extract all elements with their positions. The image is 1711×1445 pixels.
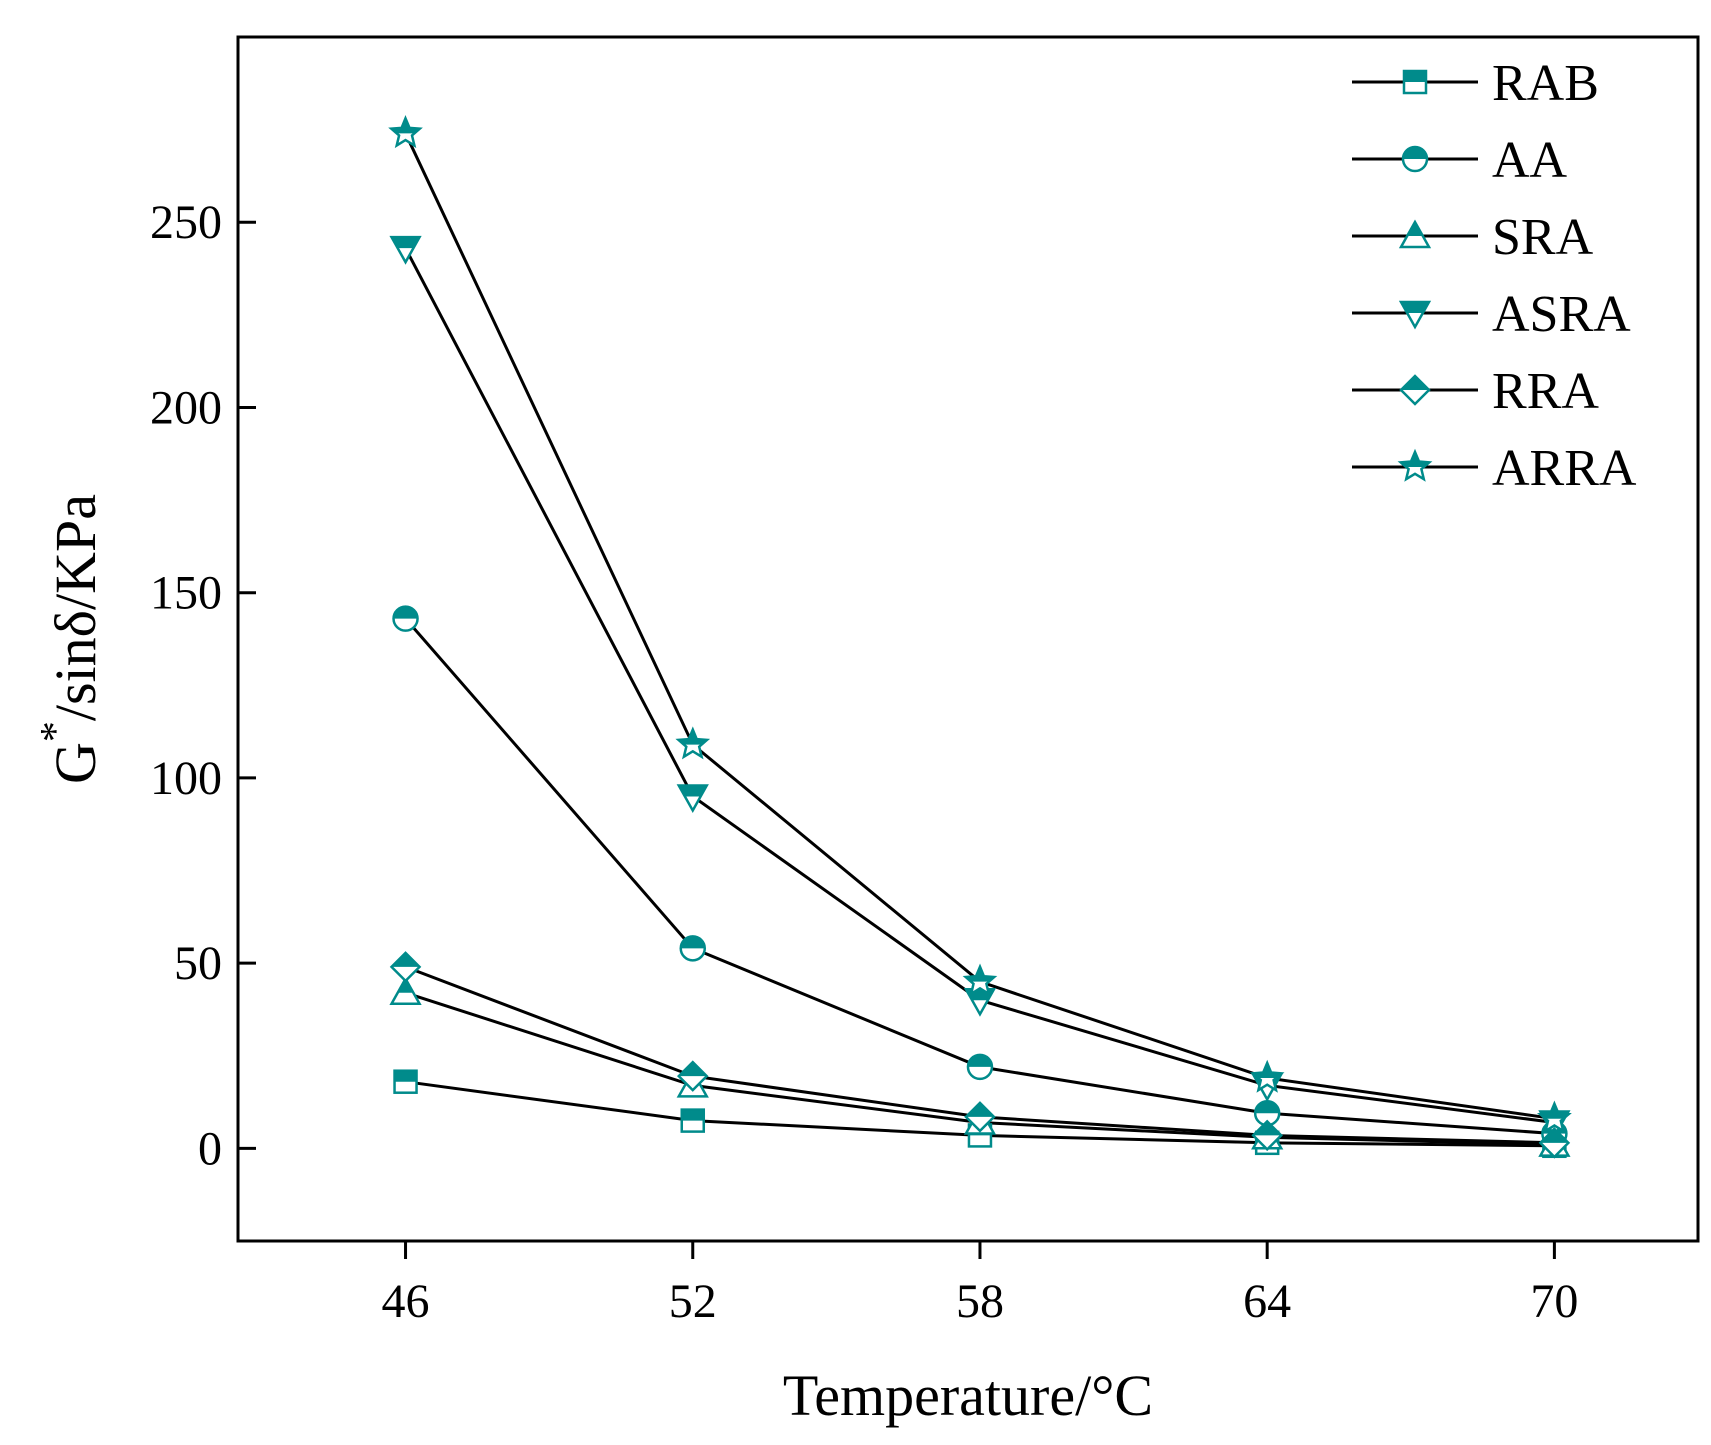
x-axis-title: Temperature/°C <box>783 1363 1153 1428</box>
series-markers <box>388 115 1572 1159</box>
legend-item-sra: SRA <box>1352 209 1594 266</box>
legend-label: RRA <box>1492 363 1599 420</box>
data-point-rab <box>393 1069 418 1094</box>
data-point-aa <box>392 605 419 632</box>
x-tick-label: 64 <box>1243 1275 1291 1328</box>
y-axis-title-sup: * <box>33 721 79 742</box>
data-point-arra <box>388 115 423 149</box>
legend-label: ARRA <box>1492 440 1637 497</box>
data-point-arra <box>1536 1100 1572 1134</box>
legend-item-arra: ARRA <box>1352 440 1637 497</box>
legend: RAB AA SRA ASRA RRA ARRA <box>1352 55 1637 497</box>
legend-marker-rab <box>1402 69 1428 95</box>
data-point-rra <box>1538 1127 1571 1159</box>
legend-marker-sra <box>1398 219 1432 249</box>
legend-marker-asra <box>1398 300 1432 330</box>
y-tick-label: 250 <box>150 196 222 249</box>
y-axis-title: G*/sinδ/KPa <box>33 494 108 784</box>
legend-item-asra: ASRA <box>1352 286 1631 343</box>
data-point-rra <box>676 1060 709 1092</box>
y-tick-label: 50 <box>174 937 222 990</box>
legend-item-rra: RRA <box>1352 363 1599 420</box>
legend-marker-rra <box>1399 374 1431 406</box>
data-point-asra <box>676 784 709 814</box>
y-axis-title-base: G <box>43 742 108 784</box>
legend-marker-arra <box>1397 448 1433 482</box>
legend-item-rab: RAB <box>1352 55 1599 112</box>
x-tick-label: 52 <box>669 1275 717 1328</box>
y-tick-label: 0 <box>198 1122 222 1175</box>
data-point-arra <box>675 726 711 760</box>
legend-label: RAB <box>1492 55 1599 112</box>
x-tick-label: 58 <box>956 1275 1004 1328</box>
data-point-aa <box>966 1053 994 1081</box>
y-tick-label: 100 <box>150 752 222 805</box>
data-point-sra <box>389 976 422 1006</box>
data-point-asra <box>389 235 422 265</box>
data-point-rra <box>1251 1119 1283 1152</box>
y-tick-label: 150 <box>150 567 222 620</box>
x-tick-label: 46 <box>382 1275 430 1328</box>
legend-item-aa: AA <box>1352 132 1568 189</box>
legend-label: ASRA <box>1492 286 1631 343</box>
legend-label: AA <box>1492 132 1568 189</box>
y-tick-label: 200 <box>150 381 222 434</box>
legend-label: SRA <box>1492 209 1594 266</box>
data-point-aa <box>679 935 707 962</box>
legend-marker-aa <box>1401 145 1429 173</box>
data-point-arra <box>1249 1059 1285 1093</box>
plot-frame <box>236 35 1700 1243</box>
y-axis-title-rest: /sinδ/KPa <box>43 494 108 721</box>
data-point-rra <box>964 1101 996 1133</box>
data-point-rab <box>680 1108 706 1133</box>
data-point-arra <box>962 963 998 997</box>
data-point-rra <box>389 951 422 983</box>
x-axis: 46 52 58 64 70 <box>382 1241 1578 1328</box>
x-tick-label: 70 <box>1530 1275 1578 1328</box>
y-axis: 0 50 100 150 200 250 <box>150 196 256 1175</box>
